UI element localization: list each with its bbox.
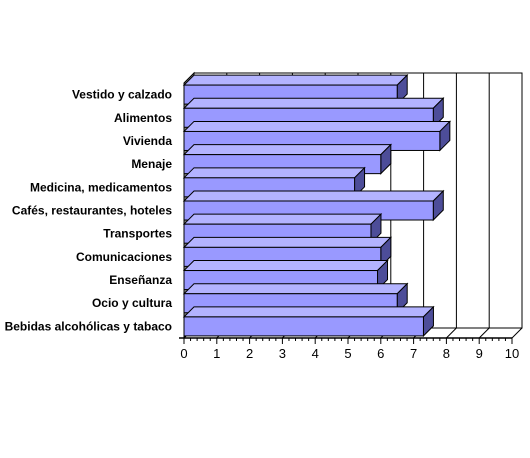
category-label: Comunicaciones [76,250,172,264]
x-tick-label: 6 [377,346,384,361]
category-label: Vivienda [123,134,172,148]
x-tick-label: 9 [476,346,483,361]
x-tick-label: 5 [344,346,351,361]
floor-line [446,327,457,339]
bar-top-face [182,260,389,272]
tick-labels: 0 1 2 3 4 5 6 7 8 9 10 [180,346,519,361]
axes [179,83,513,344]
bar-top-face [182,120,452,132]
category-label: Medicina, medicamentos [30,180,172,194]
floor-line [478,327,490,339]
category-label: Menaje [131,157,172,171]
x-tick-label: 0 [180,346,187,361]
bar-top-face [182,306,435,318]
x-tick-label: 10 [505,346,519,361]
category-label: Vestido y calzado [72,88,172,102]
bar-top-face [182,190,445,202]
category-label: Transportes [103,227,172,241]
bar-top-face [182,213,383,225]
bar-top-face [182,97,445,109]
x-tick-label: 1 [213,346,220,361]
x-tick-label: 2 [246,346,253,361]
category-label: Bebidas alcohólicas y tabaco [5,319,172,333]
x-tick-label: 4 [312,346,319,361]
x-tick-label: 3 [279,346,286,361]
bars [182,73,452,338]
bar-top-face [182,167,366,179]
category-label: Alimentos [114,111,172,125]
bar-top-face [182,236,393,248]
category-labels: Vestido y calzado Alimentos Vivienda Menaje… [5,88,173,334]
category-label: Cafés, restaurantes, hoteles [12,204,172,218]
category-label: Enseñanza [109,273,172,287]
floor-line [511,327,523,339]
bar-top-face [182,283,409,295]
x-tick-label: 7 [410,346,417,361]
bar [182,305,435,338]
x-tick-label: 8 [443,346,450,361]
bar-top-face [182,144,393,156]
bar-front-face [183,316,424,337]
category-label: Ocio y cultura [92,296,172,310]
bar-top-face [182,74,409,86]
